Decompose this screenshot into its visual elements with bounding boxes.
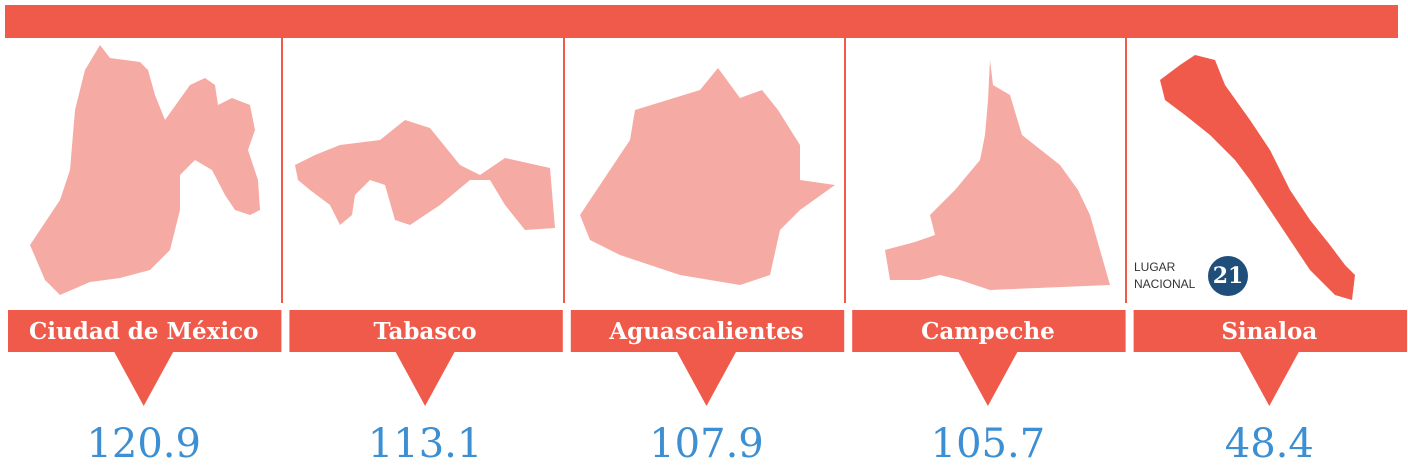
state-name: Ciudad de México [29, 318, 258, 345]
pointer [676, 351, 737, 406]
dividers [281, 38, 1127, 303]
map-shape [580, 68, 835, 285]
label-box [1133, 310, 1407, 352]
pointer [957, 351, 1018, 406]
rank-number: 21 [1213, 263, 1244, 289]
map-shape [885, 60, 1110, 290]
state-value: 113.1 [368, 421, 483, 467]
label-box [289, 310, 563, 352]
rank-badge [1208, 256, 1248, 296]
state-name: Aguascalientes [608, 318, 803, 345]
state-value: 48.4 [1225, 421, 1314, 467]
map-shape [30, 45, 260, 295]
label-box [8, 310, 282, 352]
pointer [395, 351, 456, 406]
rank-label: LUGAR [1134, 260, 1176, 274]
state-value: 105.7 [931, 421, 1046, 467]
state-name: Campeche [921, 318, 1055, 345]
label-box [570, 310, 845, 352]
state-value: 107.9 [649, 421, 764, 467]
label-box [852, 310, 1126, 352]
state-value: 120.9 [86, 421, 201, 467]
pointer [1239, 351, 1300, 406]
state-name: Tabasco [374, 318, 477, 345]
map-shape [295, 120, 555, 230]
pointer [113, 351, 174, 406]
top-bar [5, 5, 1398, 38]
state-name: Sinaloa [1221, 318, 1317, 345]
map-shape [1160, 55, 1355, 300]
rank-label: NACIONAL [1134, 277, 1196, 291]
